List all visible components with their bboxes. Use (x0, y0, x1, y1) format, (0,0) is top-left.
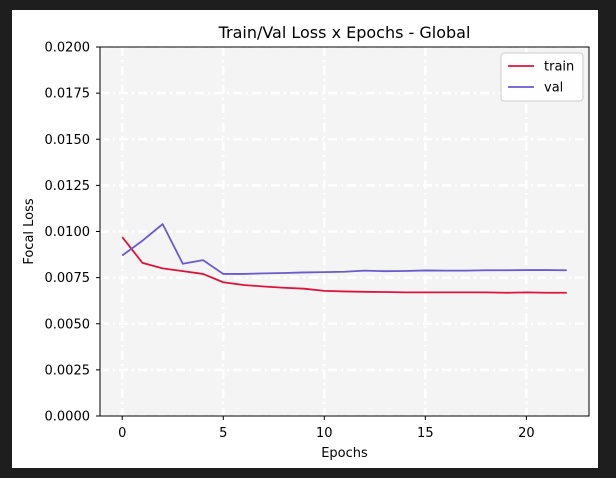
x-tick-label-3: 15 (417, 426, 434, 441)
y-tick-label-1: 0.0025 (45, 363, 91, 378)
y-tick-label-5: 0.0125 (45, 179, 91, 194)
y-axis-label: Focal Loss (22, 198, 37, 265)
x-tick-label-4: 20 (518, 426, 535, 441)
ticks: 0 5 10 15 20 0.0000 0.0025 0.0050 0.0075 0.0100 0.… (45, 41, 535, 442)
y-tick-label-0: 0.0000 (45, 410, 91, 425)
y-tick-label-8: 0.0200 (45, 41, 91, 56)
y-tick-label-2: 0.0050 (45, 317, 91, 332)
y-tick-label-7: 0.0175 (45, 87, 91, 102)
x-tick-label-0: 0 (118, 426, 126, 441)
series-line-val (121, 223, 567, 275)
y-tick-label-3: 0.0075 (45, 271, 91, 286)
figure: 0 5 10 15 20 0.0000 0.0025 0.0050 0.0075 0.0100 0.… (12, 10, 598, 468)
line-chart: 0 5 10 15 20 0.0000 0.0025 0.0050 0.0075 0.0100 0.… (22, 23, 590, 461)
y-tick-label-4: 0.0100 (45, 225, 91, 240)
chart-title: Train/Val Loss x Epochs - Global (218, 23, 471, 42)
legend-label-train: train (544, 60, 574, 75)
x-tick-label-2: 10 (316, 426, 333, 441)
legend: train val (500, 52, 584, 102)
x-tick-label-1: 5 (219, 426, 227, 441)
series-line-train (121, 236, 567, 294)
legend-label-val: val (544, 81, 563, 96)
y-tick-label-6: 0.0150 (45, 133, 91, 148)
legend-box (500, 52, 584, 102)
x-axis-label: Epochs (321, 446, 368, 461)
series-layer (121, 223, 567, 294)
plot-area (100, 47, 589, 416)
